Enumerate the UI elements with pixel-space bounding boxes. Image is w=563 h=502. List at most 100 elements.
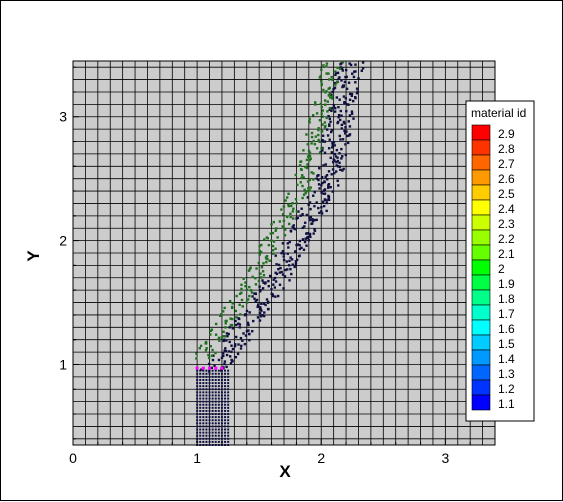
particle-material-1 (208, 413, 211, 416)
particle-material-1 (317, 174, 320, 177)
particle-material-2 (317, 133, 320, 137)
particle-material-1 (237, 317, 241, 321)
particle-material-1 (338, 161, 341, 165)
particle-material-1 (214, 382, 217, 385)
particle-material-2 (262, 262, 265, 265)
particle-material-1 (351, 72, 354, 75)
particle-material-1 (327, 170, 331, 173)
particle-material-1 (300, 246, 303, 250)
particle-material-1 (270, 288, 273, 291)
particle-material-1 (205, 372, 208, 375)
particle-material-1 (280, 270, 283, 274)
particle-material-1 (199, 397, 202, 400)
particle-material-1 (308, 201, 312, 204)
particle-material-1 (220, 391, 223, 394)
particle-material-1 (296, 243, 300, 246)
particle-material-1 (217, 375, 220, 378)
particle-material-1 (227, 406, 230, 409)
particle-material-2 (242, 277, 245, 280)
particle-material-2 (285, 196, 289, 199)
particle-material-1 (332, 160, 335, 164)
particle-material-1 (344, 68, 348, 72)
particle-material-1 (202, 434, 205, 437)
particle-material-2 (261, 270, 265, 273)
particle-material-1 (211, 406, 214, 409)
particle-material-1 (298, 244, 301, 247)
legend-swatch (471, 139, 491, 156)
particle-material-2 (258, 245, 261, 248)
particle-material-1 (205, 422, 208, 425)
particle-material-2 (218, 339, 221, 342)
particle-material-1 (280, 252, 283, 255)
particle-material-2 (219, 313, 223, 316)
particle-material-1 (315, 218, 318, 222)
particle-material-1 (332, 141, 336, 144)
legend-swatch (471, 289, 491, 306)
particle-material-1 (227, 403, 230, 406)
particle-material-2 (272, 220, 276, 224)
particle-material-1 (284, 268, 287, 272)
particle-material-2 (328, 78, 331, 81)
legend-label: 1.9 (498, 277, 515, 291)
particle-material-1 (336, 156, 339, 159)
legend-swatch (471, 199, 491, 216)
particle-material-1 (335, 161, 338, 164)
particle-material-1 (199, 394, 202, 397)
particle-material-1 (264, 303, 267, 307)
particle-material-1 (334, 155, 338, 158)
legend-swatch (471, 274, 491, 291)
particle-material-2 (221, 310, 225, 313)
particle-material-2 (301, 174, 304, 177)
axes: 0 1 2 3 1 2 3 (59, 66, 496, 466)
particle-material-1 (254, 300, 257, 303)
particle-material-2 (317, 126, 320, 130)
particle-material-1 (298, 254, 301, 257)
particle-material-2 (318, 76, 322, 79)
particle-material-1 (339, 66, 342, 69)
particle-material-2 (295, 210, 299, 213)
particle-material-1 (286, 242, 290, 245)
particle-material-1 (224, 382, 227, 385)
particle-material-1 (277, 263, 281, 267)
particle-material-1 (352, 75, 356, 79)
particle-material-1 (333, 171, 336, 175)
particle-material-1 (327, 183, 331, 186)
particle-material-2 (308, 155, 312, 158)
particle-material-1 (268, 274, 272, 278)
particle-material-1 (325, 209, 328, 213)
particle-material-1 (205, 419, 208, 422)
legend-label: 2.6 (498, 172, 515, 186)
particle-material-1 (248, 338, 251, 342)
particle-material-2 (260, 243, 263, 247)
particle-material-1 (214, 388, 217, 391)
particle-material-1 (348, 114, 352, 117)
particle-material-2 (289, 215, 293, 219)
legend-title: material id (471, 106, 526, 120)
particle-material-1 (208, 425, 211, 428)
particle-material-2 (310, 171, 313, 174)
particle-material-2 (322, 88, 325, 92)
particle-material-1 (202, 431, 205, 434)
particle-material-1 (211, 397, 214, 400)
particle-material-2 (289, 212, 292, 215)
particle-material-1 (208, 394, 211, 397)
particle-material-1 (222, 339, 225, 343)
particle-material-1 (338, 118, 342, 122)
particle-material-1 (211, 378, 214, 381)
particle-material-2 (204, 348, 208, 352)
particle-material-2 (308, 189, 311, 192)
particle-material-2 (223, 306, 226, 310)
particle-material-1 (251, 295, 254, 298)
legend-swatch (471, 124, 491, 141)
particle-material-1 (227, 350, 231, 353)
particle-material-2 (331, 78, 334, 81)
particle-material-1 (355, 91, 359, 95)
particle-material-1 (208, 372, 211, 375)
particle-material-1 (224, 437, 227, 440)
particle-material-1 (220, 409, 223, 412)
particle-material-1 (205, 416, 208, 419)
particle-material-2 (271, 252, 275, 255)
particle-material-1 (254, 292, 257, 296)
particle-material-1 (300, 207, 303, 210)
particle-material-1 (220, 388, 223, 391)
